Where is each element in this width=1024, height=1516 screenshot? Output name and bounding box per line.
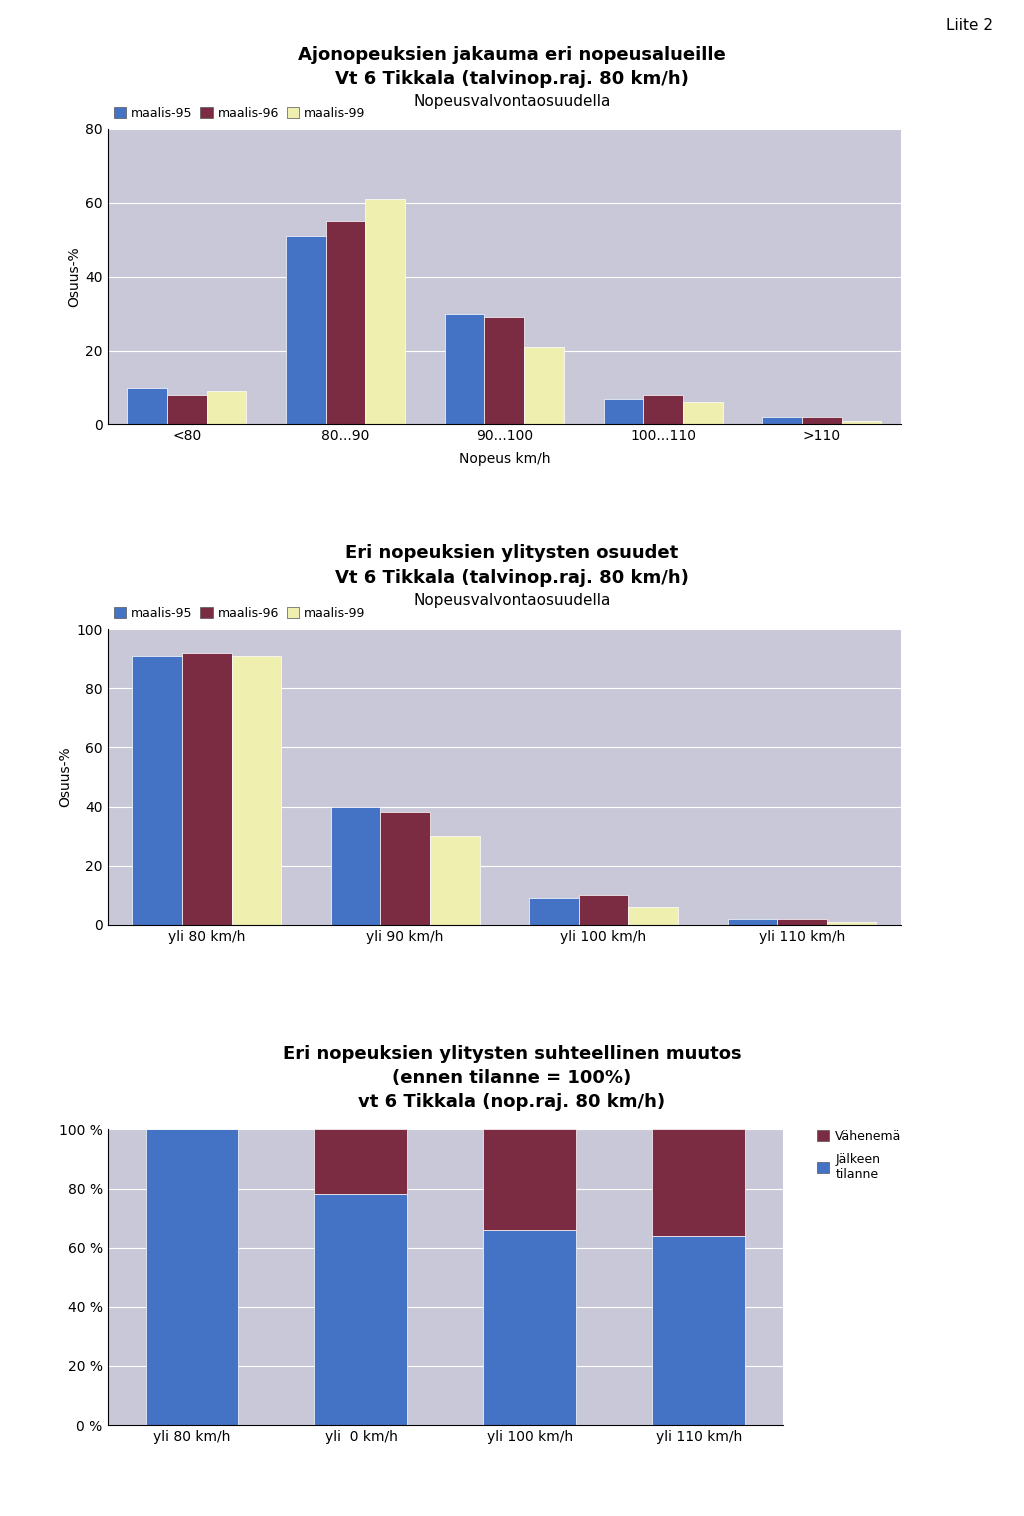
- Text: Ajonopeuksien jakauma eri nopeusalueille: Ajonopeuksien jakauma eri nopeusalueille: [298, 45, 726, 64]
- Y-axis label: Osuus-%: Osuus-%: [58, 747, 72, 807]
- Text: Nopeusvalvontaosuudella: Nopeusvalvontaosuudella: [414, 593, 610, 608]
- Bar: [603, 399, 643, 424]
- Bar: [643, 396, 683, 424]
- Bar: [762, 417, 802, 424]
- Bar: [380, 813, 430, 925]
- Y-axis label: Osuus-%: Osuus-%: [67, 247, 81, 306]
- Text: Eri nopeuksien ylitysten suhteellinen muutos: Eri nopeuksien ylitysten suhteellinen mu…: [283, 1045, 741, 1063]
- Text: Liite 2: Liite 2: [946, 18, 993, 33]
- Bar: [326, 221, 366, 424]
- Text: Nopeusvalvontaosuudella: Nopeusvalvontaosuudella: [414, 94, 610, 109]
- Bar: [652, 1129, 745, 1236]
- Bar: [652, 1236, 745, 1425]
- Bar: [802, 417, 842, 424]
- Bar: [331, 807, 380, 925]
- Bar: [483, 1129, 577, 1229]
- Bar: [579, 894, 629, 925]
- Bar: [842, 421, 882, 424]
- Legend: Vähenemä, Jälkeen
tilanne: Vähenemä, Jälkeen tilanne: [817, 1129, 902, 1181]
- Bar: [182, 653, 231, 925]
- Text: Vt 6 Tikkala (talvinop.raj. 80 km/h): Vt 6 Tikkala (talvinop.raj. 80 km/h): [335, 70, 689, 88]
- Bar: [483, 1229, 577, 1425]
- Bar: [430, 837, 479, 925]
- Legend: maalis-95, maalis-96, maalis-99: maalis-95, maalis-96, maalis-99: [114, 106, 366, 120]
- X-axis label: Nopeus km/h: Nopeus km/h: [459, 452, 550, 465]
- Bar: [683, 402, 723, 424]
- Bar: [207, 391, 247, 424]
- Bar: [366, 199, 406, 424]
- Bar: [826, 922, 877, 925]
- Bar: [231, 656, 282, 925]
- Text: Eri nopeuksien ylitysten osuudet: Eri nopeuksien ylitysten osuudet: [345, 544, 679, 562]
- Bar: [314, 1195, 408, 1425]
- Bar: [777, 919, 826, 925]
- Text: (ennen tilanne = 100%): (ennen tilanne = 100%): [392, 1069, 632, 1087]
- Text: vt 6 Tikkala (nop.raj. 80 km/h): vt 6 Tikkala (nop.raj. 80 km/h): [358, 1093, 666, 1111]
- Bar: [629, 907, 678, 925]
- Text: Vt 6 Tikkala (talvinop.raj. 80 km/h): Vt 6 Tikkala (talvinop.raj. 80 km/h): [335, 568, 689, 587]
- Bar: [484, 317, 524, 424]
- Bar: [529, 897, 579, 925]
- Legend: maalis-95, maalis-96, maalis-99: maalis-95, maalis-96, maalis-99: [114, 606, 366, 620]
- Bar: [132, 656, 182, 925]
- Bar: [167, 396, 207, 424]
- Bar: [444, 314, 484, 424]
- Bar: [127, 388, 167, 424]
- Bar: [524, 347, 564, 424]
- Bar: [727, 919, 777, 925]
- Bar: [314, 1129, 408, 1195]
- Bar: [145, 1129, 239, 1425]
- Bar: [286, 236, 326, 424]
